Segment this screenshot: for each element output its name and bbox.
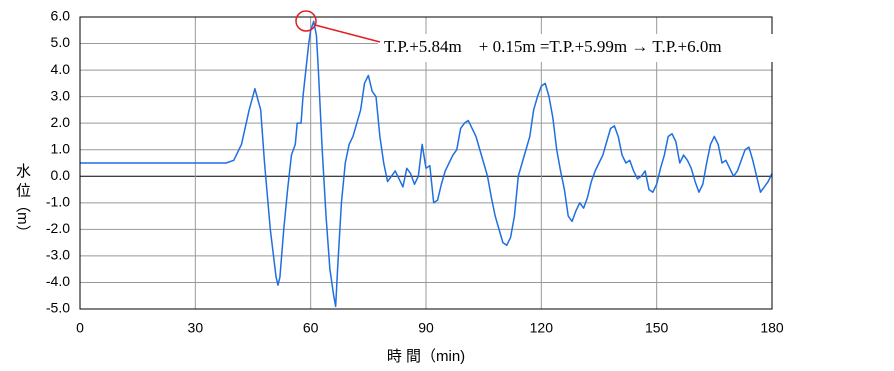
x-tick-label: 150 [645,320,669,336]
x-tick-label: 0 [76,320,84,336]
y-tick-label: -1.0 [46,194,70,210]
y-tick-label: 0.0 [51,167,71,183]
y-axis-label: 水 位（m） [14,163,31,240]
y-tick-label: 2.0 [51,114,71,130]
mark-layer [80,20,773,308]
y-tick-label: -2.0 [46,220,70,236]
annotation-background [378,34,894,62]
y-tick-label: 5.0 [51,34,71,50]
x-tick-label: 60 [303,320,319,336]
annotation-leader [314,24,381,43]
x-tick-label: 90 [418,320,434,336]
x-tick-label: 30 [188,320,204,336]
y-tick-label: 3.0 [51,87,71,103]
annotation: T.P.+5.84m + 0.15m =T.P.+5.99m → T.P.+6.… [384,37,722,56]
y-tick-label: 1.0 [51,140,71,156]
y-tick-label: 6.0 [51,8,71,24]
x-tick-label: 180 [760,320,784,336]
y-tick-label: 4.0 [51,61,71,77]
y-tick-label: -4.0 [46,273,70,289]
water-level-line [80,20,773,308]
x-axis-label: 時 間（min) [387,348,465,365]
y-tick-label: -5.0 [46,300,70,316]
plot-frame [79,16,773,310]
y-tick-label: -3.0 [46,247,70,263]
peak-circle [295,10,317,32]
x-tick-label: 120 [530,320,554,336]
